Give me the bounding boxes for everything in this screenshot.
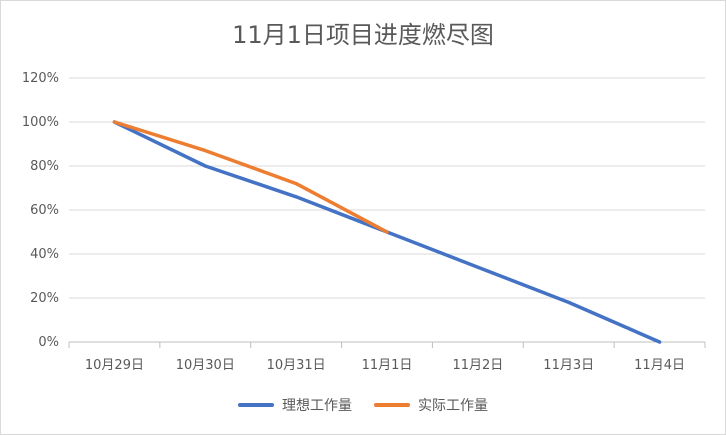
- x-tick-label: 10月31日: [267, 358, 326, 373]
- series-line-1: [112, 120, 389, 234]
- chart-title: 11月1日项目进度燃尽图: [232, 21, 494, 49]
- x-tick-label: 11月2日: [452, 358, 503, 373]
- x-tick-label: 10月29日: [85, 358, 144, 373]
- x-tick-label: 11月4日: [634, 358, 685, 373]
- y-tick-label: 20%: [30, 291, 59, 306]
- y-tick-label: 100%: [22, 115, 59, 130]
- x-tick-label: 10月30日: [176, 358, 235, 373]
- legend-item-actual: 实际工作量: [374, 395, 488, 415]
- legend-swatch-actual: [374, 403, 410, 407]
- chart-legend: 理想工作量 实际工作量: [1, 395, 725, 415]
- y-tick-label: 0%: [38, 335, 59, 350]
- legend-item-ideal: 理想工作量: [238, 395, 352, 415]
- y-tick-label: 60%: [30, 203, 59, 218]
- x-tick-label: 11月3日: [543, 358, 594, 373]
- legend-label-actual: 实际工作量: [418, 398, 488, 414]
- y-tick-label: 120%: [22, 71, 59, 86]
- legend-swatch-ideal: [238, 403, 274, 407]
- x-tick-label: 11月1日: [362, 358, 413, 373]
- y-tick-label: 40%: [30, 247, 59, 262]
- y-tick-label: 80%: [30, 159, 59, 174]
- legend-label-ideal: 理想工作量: [282, 398, 352, 414]
